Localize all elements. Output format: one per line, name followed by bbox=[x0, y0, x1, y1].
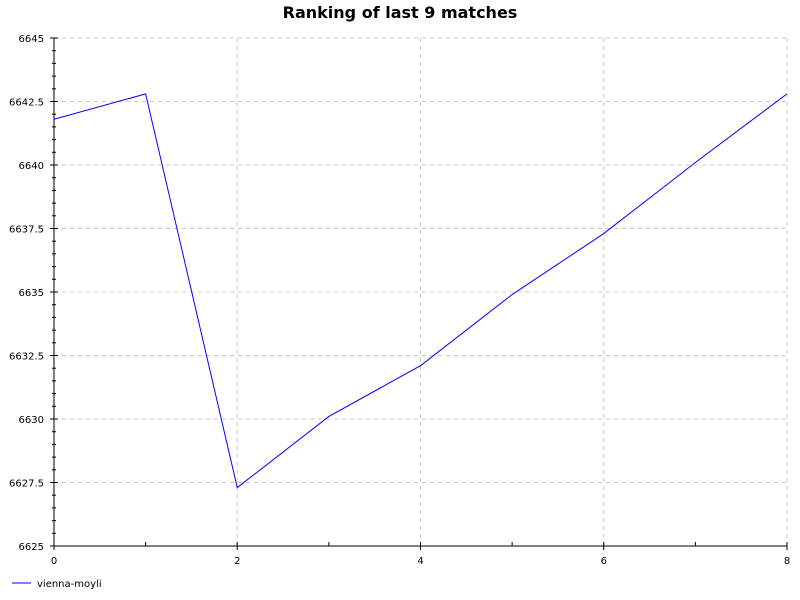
legend: vienna-moyli bbox=[12, 579, 102, 590]
grid-lines bbox=[53, 37, 788, 547]
y-tick-label-7: 6642.5 bbox=[9, 98, 44, 109]
y-tick-label-6: 6640 bbox=[19, 161, 44, 172]
y-tick-label-0: 6625 bbox=[19, 542, 44, 553]
x-tick-label-4: 8 bbox=[784, 556, 790, 567]
y-tick-label-8: 6645 bbox=[19, 34, 44, 45]
legend-label-0: vienna-moyli bbox=[37, 579, 102, 590]
series-line-0 bbox=[53, 93, 788, 489]
x-tick-label-1: 2 bbox=[234, 556, 240, 567]
x-tick-label-2: 4 bbox=[417, 556, 423, 567]
axes bbox=[50, 37, 788, 550]
x-tick-label-0: 0 bbox=[51, 556, 57, 567]
chart-title: Ranking of last 9 matches bbox=[283, 3, 518, 22]
series-lines bbox=[53, 93, 788, 489]
y-tick-label-2: 6630 bbox=[19, 415, 44, 426]
y-tick-label-4: 6635 bbox=[19, 288, 44, 299]
tick-labels: 0 2 4 6 8 6625 6627.5 6630 6632.5 6635 6637.5 6640 6… bbox=[9, 34, 790, 567]
y-tick-label-5: 6637.5 bbox=[9, 225, 44, 236]
y-tick-label-3: 6632.5 bbox=[9, 352, 44, 363]
y-tick-label-1: 6627.5 bbox=[9, 479, 44, 490]
x-tick-label-3: 6 bbox=[601, 556, 607, 567]
